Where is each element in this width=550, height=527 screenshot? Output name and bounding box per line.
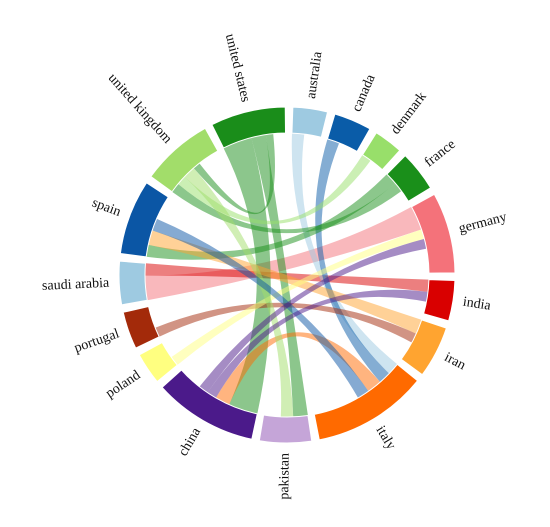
group-label: australia xyxy=(304,50,326,100)
group-label: germany xyxy=(457,210,508,237)
group-arc xyxy=(138,341,178,383)
chord-ribbon xyxy=(184,168,294,418)
group-label: france xyxy=(422,137,459,170)
group-arc xyxy=(400,319,448,376)
group-arc xyxy=(122,305,160,349)
chord-ribbon xyxy=(155,302,417,343)
chord-ribbon xyxy=(193,133,275,215)
group-arc xyxy=(361,132,401,171)
chord-ribbon xyxy=(171,229,425,366)
group-label: united states xyxy=(222,32,253,103)
chord-ribbon xyxy=(215,332,381,405)
chord-ribbon xyxy=(315,138,390,383)
group-label: saudi arabia xyxy=(42,276,111,294)
group-label: italy xyxy=(373,423,399,452)
chord-ribbon xyxy=(145,206,422,301)
group-arc xyxy=(119,182,170,258)
group-label: iran xyxy=(442,350,468,373)
group-arc xyxy=(211,106,287,149)
group-label: denmark xyxy=(388,89,430,137)
group-label: united kingdom xyxy=(105,71,175,147)
group-label: portugal xyxy=(72,326,121,356)
chord-ribbon xyxy=(178,154,371,225)
group-arc xyxy=(326,113,371,153)
group-arc xyxy=(313,363,419,441)
chord-ribbon xyxy=(291,133,398,374)
group-arc xyxy=(161,369,258,440)
group-arc xyxy=(422,279,456,322)
chord-ribbon xyxy=(223,137,271,414)
group-arc xyxy=(410,193,456,274)
group-label: pakistan xyxy=(277,453,292,500)
group-arc xyxy=(386,154,432,202)
group-arc xyxy=(118,260,148,306)
group-label: india xyxy=(462,295,493,314)
chord-ribbon xyxy=(152,218,369,398)
group-label: spain xyxy=(90,196,123,220)
chords xyxy=(144,133,429,418)
group-arc xyxy=(291,106,329,138)
group-label: canada xyxy=(350,72,379,114)
group-label: china xyxy=(176,425,205,459)
group-arc xyxy=(258,414,313,444)
group-label: poland xyxy=(103,368,143,402)
group-arc xyxy=(150,127,219,193)
chord-ribbon xyxy=(207,289,428,398)
